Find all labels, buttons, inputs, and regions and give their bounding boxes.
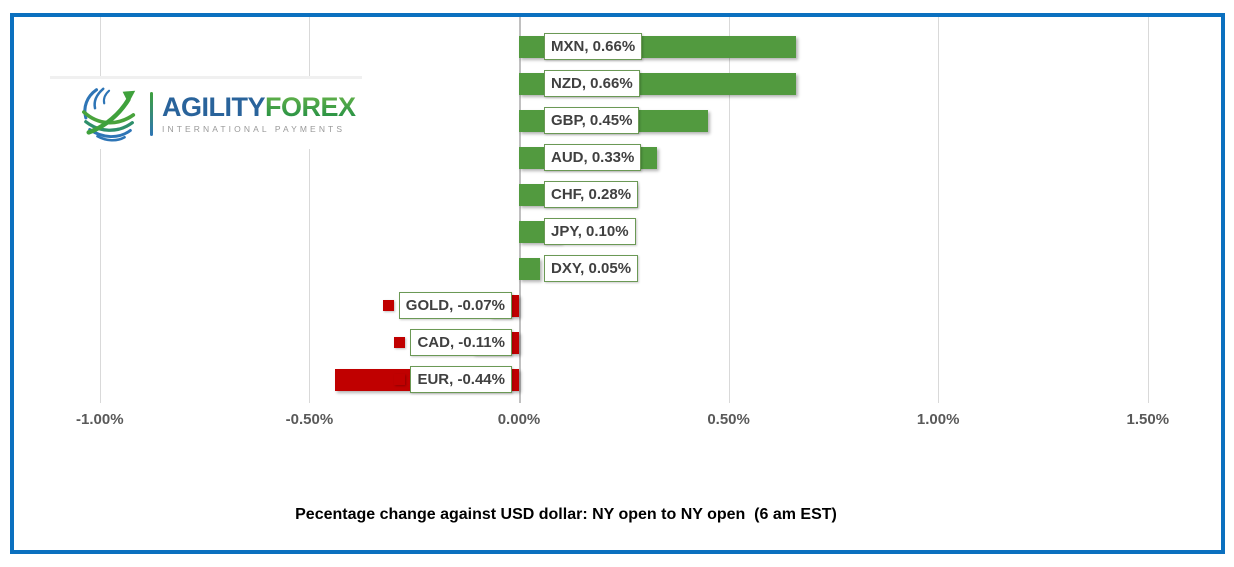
x-axis-tick-label: 1.00% [916,411,960,428]
logo-brand-line: AGILITYFOREX [162,92,356,122]
agilityforex-logo: AGILITYFOREX INTERNATIONAL PAYMENTS [50,76,362,149]
bar-data-label: DXY, 0.05% [544,255,639,282]
gridline [309,17,311,403]
logo-brand-agility: AGILITY [162,92,266,122]
gridline [938,17,940,403]
bar-data-label: GOLD, -0.07% [398,292,512,319]
bar-data-label: NZD, 0.66% [544,70,640,97]
bar-data-label-group: EUR, -0.44% [394,366,512,393]
logo-separator [150,92,153,136]
bar-data-label-group: CAD, -0.11% [394,329,512,356]
bar-dxy [519,258,540,280]
globe-arrow-icon [82,87,136,142]
bar-data-label: MXN, 0.66% [544,33,643,60]
bar-data-label: CAD, -0.11% [410,329,512,356]
bar-data-label: EUR, -0.44% [410,366,512,393]
x-axis-tick-label: -0.50% [285,411,334,428]
legend-key-marker [382,300,394,311]
bar-data-label: GBP, 0.45% [544,107,640,134]
gridline [728,17,730,403]
x-axis-tick-label: 0.00% [497,411,541,428]
bar-data-label: AUD, 0.33% [544,144,642,171]
bar-data-label: JPY, 0.10% [544,218,636,245]
logo-text-block: AGILITYFOREX INTERNATIONAL PAYMENTS [162,92,356,135]
x-axis-tick-label: 1.50% [1126,411,1170,428]
logo-tagline: INTERNATIONAL PAYMENTS [162,124,346,134]
logo-brand-forex: FOREX [265,92,356,122]
gridline [99,17,101,403]
chart-border-frame [10,13,1225,554]
gridline [1147,17,1149,403]
zero-axis-line [519,17,521,403]
legend-key-marker [394,374,406,385]
x-axis-tick-label: -1.00% [76,411,124,428]
bar-data-label-group: GOLD, -0.07% [382,292,512,319]
bar-data-label: CHF, 0.28% [544,181,639,208]
x-axis-tick-label: 0.50% [707,411,750,428]
legend-key-marker [394,337,406,348]
chart-title: Pecentage change against USD dollar: NY … [295,506,837,523]
